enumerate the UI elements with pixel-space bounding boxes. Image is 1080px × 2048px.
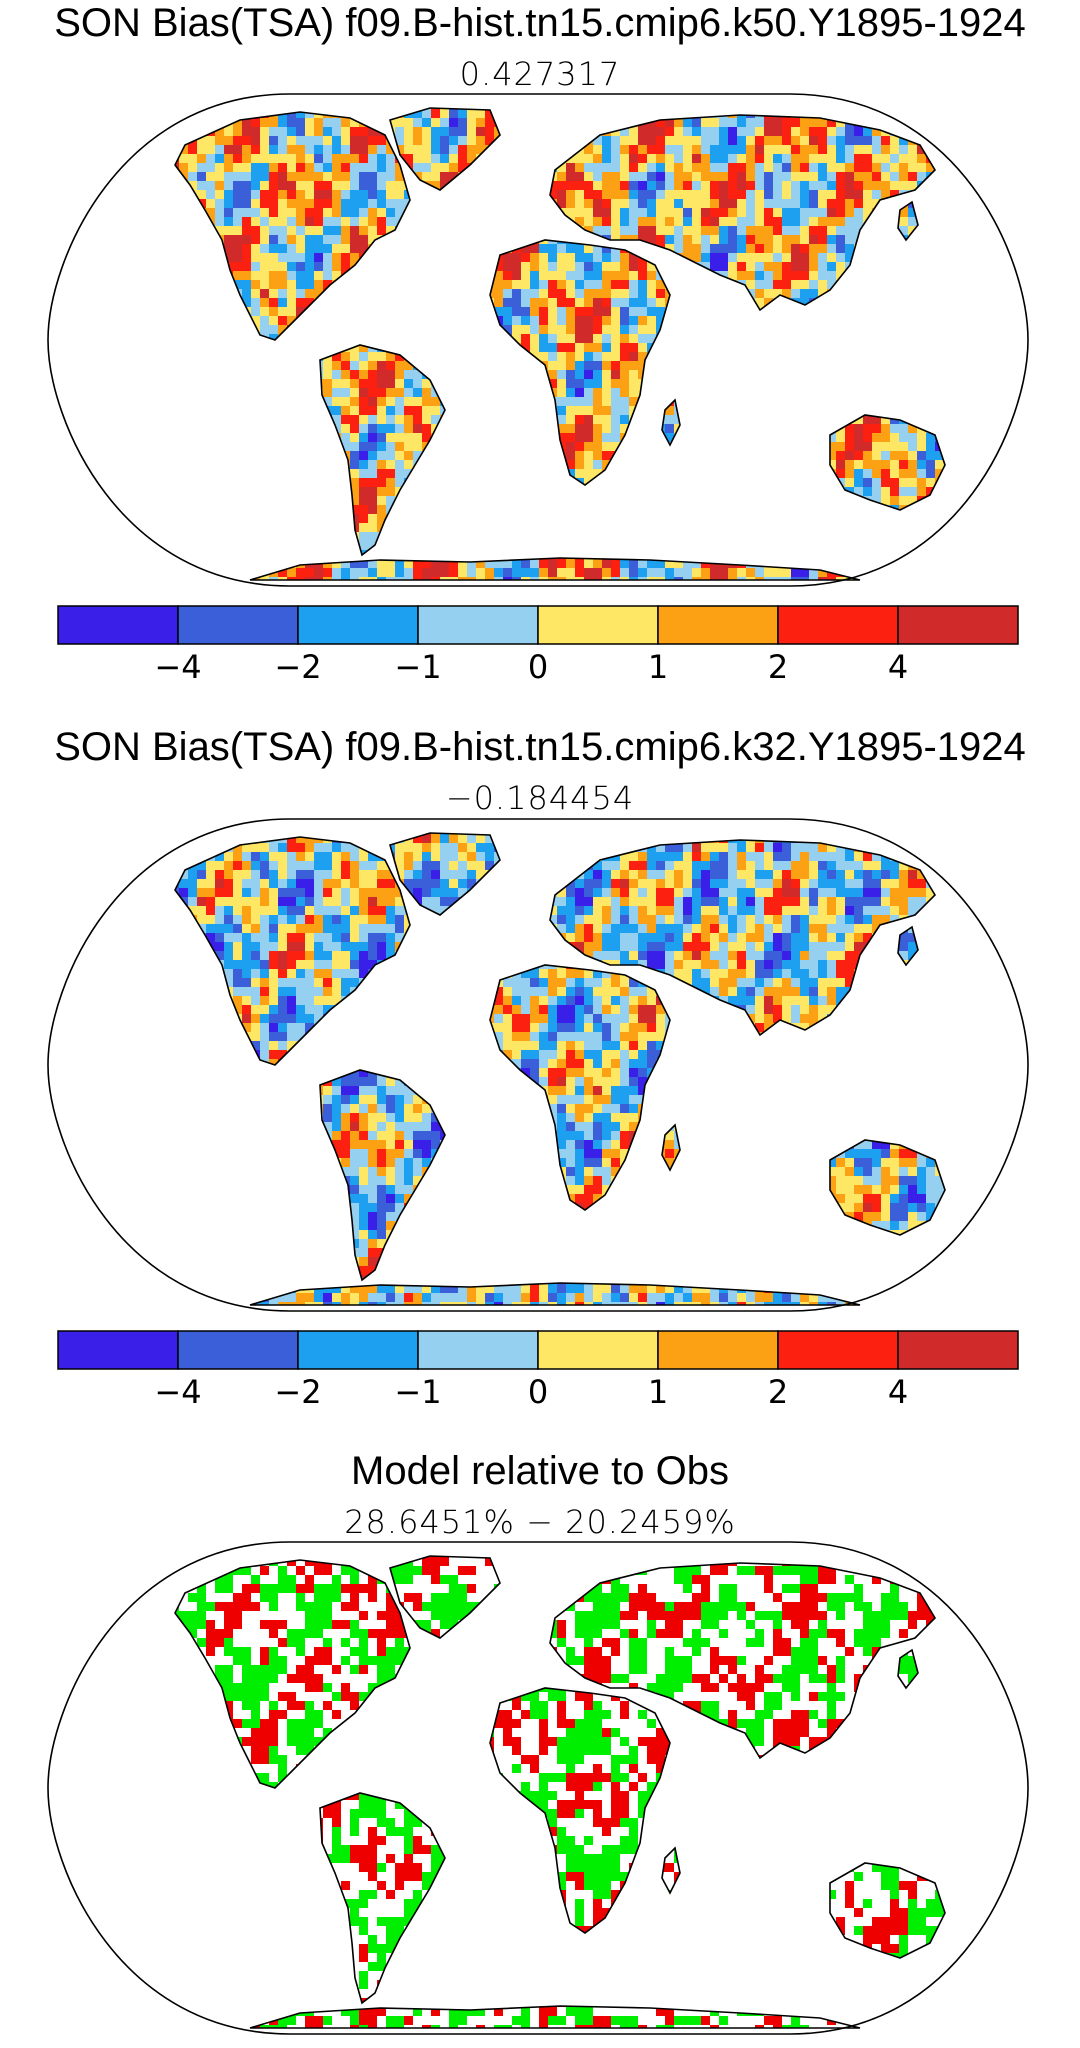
- coastlines: [174, 832, 946, 1306]
- colorbar-segment: [177, 605, 299, 645]
- bias-map: [47, 93, 1029, 587]
- colorbar-segment: [897, 605, 1019, 645]
- colorbar-segment: [777, 1330, 899, 1370]
- panel-percentages: 28.6451% − 20.2459%: [344, 1503, 736, 1541]
- map-frame: [47, 1541, 1029, 2035]
- colorbar-tick-label: 0: [528, 648, 548, 686]
- colorbar-segment: [297, 1330, 419, 1370]
- colorbar-segment: [657, 1330, 779, 1370]
- map-frame: [47, 818, 1029, 1312]
- colorbar-tick-label: 4: [888, 1373, 908, 1411]
- map-frame: [47, 93, 1029, 587]
- colorbar-tick-label: −4: [154, 1373, 201, 1411]
- colorbar-tick-label: −2: [274, 1373, 321, 1411]
- colorbar-segment: [417, 1330, 539, 1370]
- panel-k50: SON Bias(TSA) f09.B-hist.tn15.cmip6.k50.…: [0, 0, 1080, 686]
- colorbar-tick-label: −2: [274, 648, 321, 686]
- colorbar-tick-label: 2: [768, 648, 788, 686]
- colorbar: −4 −2 −1 0 1 2 4: [57, 605, 1019, 686]
- colorbar-segment: [537, 605, 659, 645]
- colorbar-segment: [57, 1330, 179, 1370]
- colorbar-tick-label: −4: [154, 648, 201, 686]
- colorbar-segment: [897, 1330, 1019, 1370]
- colorbar-tick-label: 4: [888, 648, 908, 686]
- panel-title: Model relative to Obs: [351, 1449, 729, 1493]
- colorbar-tick-label: 2: [768, 1373, 788, 1411]
- colorbar-tick-label: 0: [528, 1373, 548, 1411]
- colorbar-tick-label: −1: [394, 1373, 441, 1411]
- land-data-cells: [175, 1556, 945, 2028]
- bias-map: [47, 818, 1029, 1312]
- colorbar-segment: [777, 605, 899, 645]
- colorbar-tick-label: 1: [648, 1373, 668, 1411]
- panel-global-mean: −0.184454: [445, 779, 635, 817]
- colorbar: −4 −2 −1 0 1 2 4: [57, 1330, 1019, 1411]
- panel-title: SON Bias(TSA) f09.B-hist.tn15.cmip6.k32.…: [54, 725, 1026, 769]
- colorbar-segment: [537, 1330, 659, 1370]
- colorbar-tick-label: 1: [648, 648, 668, 686]
- colorbar-segment: [177, 1330, 299, 1370]
- panel-k32: SON Bias(TSA) f09.B-hist.tn15.cmip6.k32.…: [47, 725, 1029, 1411]
- colorbar-segment: [57, 605, 179, 645]
- panel-global-mean: 0.427317: [459, 55, 621, 93]
- colorbar-segment: [657, 605, 779, 645]
- panel-title: SON Bias(TSA) f09.B-hist.tn15.cmip6.k50.…: [54, 1, 1026, 45]
- coastlines: [174, 1555, 946, 2029]
- colorbar-tick-label: −1: [394, 648, 441, 686]
- coastlines: [174, 107, 946, 581]
- relative-map: [47, 1541, 1029, 2035]
